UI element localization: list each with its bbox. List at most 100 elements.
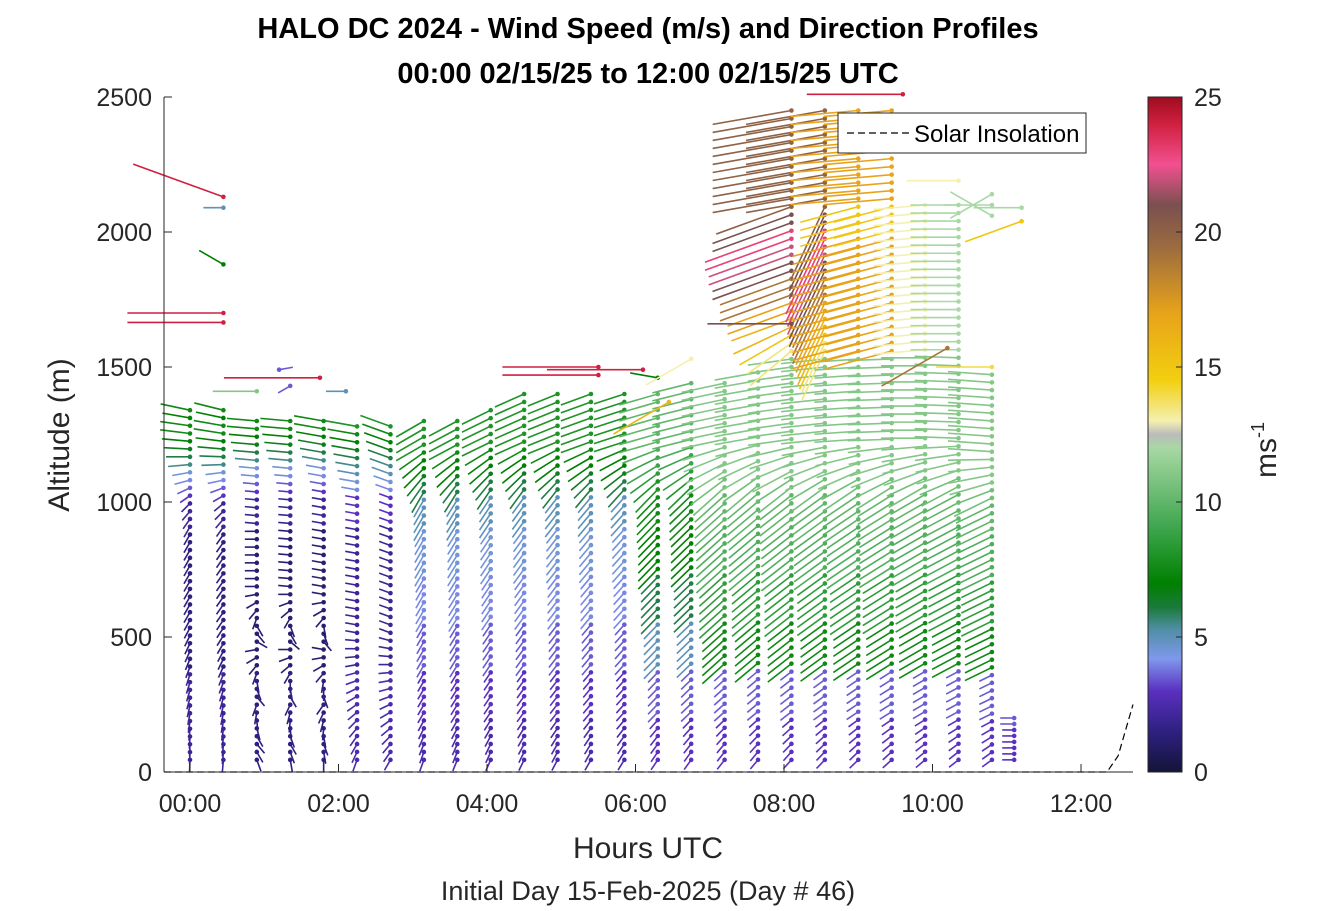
wind-vector [947,378,995,385]
y-tick-label: 1500 [96,354,152,382]
wind-vector [800,661,828,682]
wind-vector [643,622,661,640]
wind-vector [483,717,494,731]
wind-vector [248,607,260,620]
wind-vector [650,749,661,763]
wind-vector [501,463,527,484]
wind-vector [649,717,661,730]
wind-vector [680,709,694,723]
wind-vector [793,533,828,559]
wind-vector [345,606,360,612]
wind-vector [194,402,226,413]
wind-vector [581,622,594,636]
wind-vector [527,407,560,423]
wind-vector [747,428,794,439]
wind-vector [378,694,393,702]
wind-vector [1000,715,1017,721]
wind-vector [547,614,560,630]
wind-vector [195,437,226,444]
wind-vector [611,558,627,575]
wind-vector [752,468,794,493]
wind-vector [800,637,828,658]
wind-vector [450,702,460,716]
wind-vector [428,418,460,437]
wind-vector [560,407,594,422]
wind-vector [293,415,326,424]
wind-vector [848,733,861,745]
wind-vector [278,592,293,597]
wind-vector [185,687,193,702]
wind-vector [728,555,761,584]
wind-vector [731,588,761,613]
wind-vector [826,557,861,582]
wind-vector [613,598,627,614]
wind-vector [481,574,494,591]
wind-vector [636,518,661,544]
wind-vector [447,544,460,563]
wind-vector [910,299,961,304]
wind-vector [494,423,527,440]
wind-vector [796,581,828,605]
wind-vector [781,436,828,445]
wind-vector [873,234,928,243]
wind-vector [676,629,694,647]
wind-vector [345,526,360,532]
wind-vector [953,495,995,518]
wind-vector [760,565,794,592]
wind-vector [216,633,226,647]
wind-vector [345,598,360,604]
wind-vector [767,661,794,683]
wind-vector [793,541,828,567]
wind-vector [615,685,627,698]
wind-vector [530,447,560,465]
wind-vector [583,725,594,739]
wind-vector [952,487,995,507]
wind-vector [414,536,427,556]
wind-vector [278,584,293,589]
wind-vector [846,709,861,721]
wind-vector [479,566,494,585]
wind-vector [244,489,260,495]
wind-vector [494,431,527,448]
wind-vector [781,380,828,389]
wind-vector [181,508,193,521]
wind-vector [826,541,861,566]
wind-vector [226,425,260,432]
wind-vector [928,612,961,632]
wind-vector [311,552,326,558]
wind-vector [511,495,527,515]
wind-vector [813,693,828,705]
wind-vector [476,487,494,511]
wind-vector [949,480,995,496]
wind-vector [745,196,828,214]
wind-vector [500,455,527,474]
wind-vector [417,694,427,708]
wind-vector [415,592,427,609]
wind-vector [948,757,961,768]
wind-vector [248,662,260,675]
wind-vector [726,499,761,528]
wind-vector [1002,727,1017,733]
wind-vector [955,511,995,532]
wind-vector [823,188,894,198]
wind-vector [673,605,694,625]
wind-vector [160,403,193,413]
wind-vector [764,597,794,622]
wind-vector [278,576,293,581]
wind-vector [494,439,527,456]
wind-vector [945,701,961,711]
wind-vector [216,617,226,631]
wind-vector [512,534,527,553]
wind-vector [910,242,961,248]
wind-vector [348,725,360,738]
wind-vector [759,493,794,521]
wind-vector [957,541,995,562]
x-tick-label: 08:00 [753,790,816,818]
wind-vector [484,733,494,747]
wind-vector [345,670,360,677]
wind-vector [244,544,260,550]
colorbar-gradient [1147,96,1183,773]
wind-vector [347,709,360,721]
wind-vector [814,444,861,455]
wind-vector [914,733,928,744]
